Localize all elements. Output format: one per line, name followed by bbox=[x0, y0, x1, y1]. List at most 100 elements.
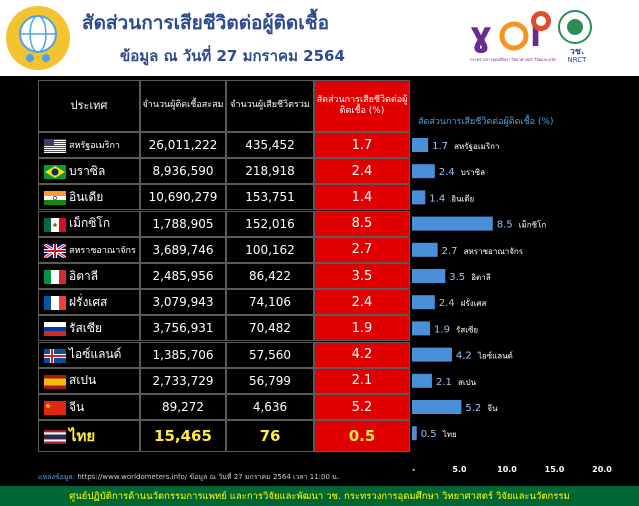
rate-cell: 0.5 bbox=[314, 420, 410, 453]
country-cell: บราซิล bbox=[38, 158, 140, 185]
country-cell: อิตาลี bbox=[38, 263, 140, 289]
table-row: สหราชอาณาจักร 3,689,746 100,162 2.7 bbox=[38, 236, 410, 263]
source-note: แหล่งข้อมูล: https://www.worldometers.in… bbox=[38, 472, 339, 483]
credit-text: ศูนย์ปฏิบัติการด้านนวัตกรรมการแพทย์ และก… bbox=[69, 490, 570, 502]
page-subtitle: ข้อมูล ณ วันที่ 27 มกราคม 2564 bbox=[120, 47, 345, 65]
page-title: สัดส่วนการเสียชีวิตต่อผู้ติดเชื้อ bbox=[82, 12, 330, 34]
cases-cell: 1,385,706 bbox=[140, 341, 226, 368]
deaths-cell: 153,751 bbox=[226, 184, 314, 211]
rate-cell: 8.5 bbox=[314, 210, 410, 237]
table-row: อินเดีย 10,690,279 153,751 1.4 bbox=[38, 184, 410, 211]
deaths-cell: 218,918 bbox=[226, 158, 314, 185]
country-name: อินเดีย bbox=[69, 189, 104, 204]
country-name: ไอซ์แลนด์ bbox=[69, 347, 122, 362]
cases-cell: 1,788,905 bbox=[140, 210, 226, 237]
cases-cell: 3,689,746 bbox=[140, 236, 226, 263]
table-row: ไอซ์แลนด์ 1,385,706 57,560 4.2 bbox=[38, 341, 410, 368]
russia-flag-icon bbox=[44, 322, 66, 337]
svg-text:I: I bbox=[530, 19, 541, 54]
header-rate: สัดส่วนการเสียชีวิตต่อผู้ติดเชื้อ (%) bbox=[314, 80, 410, 132]
spain-flag-icon bbox=[44, 374, 66, 389]
table-row: สเปน 2,733,729 56,799 2.1 bbox=[38, 367, 410, 394]
india-flag-icon bbox=[44, 191, 66, 206]
country-name: บราซิล bbox=[69, 163, 106, 178]
table-row: สหรัฐอเมริกา 26,011,222 435,452 1.7 bbox=[38, 132, 410, 158]
country-cell: สหรัฐอเมริกา bbox=[38, 132, 140, 158]
country-name: ฝรั่งเศส bbox=[69, 294, 108, 309]
france-flag-icon bbox=[44, 296, 66, 311]
rate-cell: 2.4 bbox=[314, 158, 410, 185]
table-header: ประเทศ จำนวนผู้ติดเชื้อสะสม จำนวนผู้เสีย… bbox=[38, 80, 410, 132]
rate-cell: 1.4 bbox=[314, 184, 410, 211]
table-row: อิตาลี 2,485,956 86,422 3.5 bbox=[38, 263, 410, 289]
globe-people-logo-icon bbox=[6, 6, 70, 70]
rate-cell: 1.9 bbox=[314, 315, 410, 342]
country-name: จีน bbox=[69, 399, 85, 414]
cases-cell: 15,465 bbox=[140, 420, 226, 453]
source-label: แหล่งข้อมูล: bbox=[38, 473, 76, 481]
deaths-cell: 435,452 bbox=[226, 132, 314, 158]
country-name: รัสเซีย bbox=[69, 320, 103, 335]
table-row: บราซิล 8,936,590 218,918 2.4 bbox=[38, 158, 410, 185]
country-name: เม็กซิโก bbox=[69, 216, 111, 231]
nrct-logo-icon bbox=[558, 10, 592, 44]
iceland-flag-icon bbox=[44, 348, 66, 363]
deaths-cell: 86,422 bbox=[226, 263, 314, 289]
credit-bar: ศูนย์ปฏิบัติการด้านนวัตกรรมการแพทย์ และก… bbox=[0, 486, 639, 506]
deaths-cell: 152,016 bbox=[226, 210, 314, 237]
nrct-logo-label: วช. bbox=[569, 47, 585, 57]
country-name: สเปน bbox=[69, 373, 97, 388]
header-cases: จำนวนผู้ติดเชื้อสะสม bbox=[140, 80, 226, 132]
deaths-cell: 74,106 bbox=[226, 289, 314, 316]
country-name: อิตาลี bbox=[69, 268, 99, 283]
us-flag-icon bbox=[44, 139, 66, 153]
svg-text:ɣ: ɣ bbox=[470, 15, 492, 55]
table-row: จีน 89,272 4,636 5.2 bbox=[38, 394, 410, 420]
deaths-cell: 56,799 bbox=[226, 367, 314, 394]
rate-cell: 4.2 bbox=[314, 341, 410, 368]
cases-cell: 26,011,222 bbox=[140, 132, 226, 158]
country-cell: เม็กซิโก bbox=[38, 210, 140, 237]
rate-cell: 2.4 bbox=[314, 289, 410, 316]
country-cell: รัสเซีย bbox=[38, 315, 140, 342]
country-name: สหราชอาณาจักร bbox=[69, 245, 136, 256]
country-name: สหรัฐอเมริกา bbox=[69, 141, 120, 151]
nrct-logo-sub: NRCT bbox=[567, 56, 587, 64]
ministry-logo-icon: ɣ I bbox=[470, 15, 541, 55]
cases-cell: 2,733,729 bbox=[140, 367, 226, 394]
deaths-cell: 70,482 bbox=[226, 315, 314, 342]
cases-cell: 2,485,956 bbox=[140, 263, 226, 289]
country-cell: สหราชอาณาจักร bbox=[38, 236, 140, 263]
ministry-logo-text: กระทรวงการอุดมศึกษา วิทยาศาสตร์ วิจัยและ… bbox=[470, 57, 556, 62]
country-cell: ไอซ์แลนด์ bbox=[38, 341, 140, 368]
cases-cell: 3,079,943 bbox=[140, 289, 226, 316]
thailand-flag-icon bbox=[44, 430, 66, 445]
header-deaths: จำนวนผู้เสียชีวิตรวม bbox=[226, 80, 314, 132]
deaths-cell: 4,636 bbox=[226, 394, 314, 420]
rate-cell: 1.7 bbox=[314, 132, 410, 158]
source-text: https://www.worldometers.info/ ข้อมูล ณ … bbox=[77, 473, 340, 481]
table-row: รัสเซีย 3,756,931 70,482 1.9 bbox=[38, 315, 410, 342]
rate-cell: 3.5 bbox=[314, 263, 410, 289]
rate-cell: 5.2 bbox=[314, 394, 410, 420]
china-flag-icon bbox=[44, 401, 66, 415]
brazil-flag-icon bbox=[44, 165, 66, 180]
mexico-flag-icon bbox=[44, 217, 66, 232]
italy-flag-icon bbox=[44, 270, 66, 284]
cases-cell: 10,690,279 bbox=[140, 184, 226, 211]
deaths-cell: 57,560 bbox=[226, 341, 314, 368]
country-cell: จีน bbox=[38, 394, 140, 420]
uk-flag-icon bbox=[43, 242, 67, 260]
country-name: ไทย bbox=[69, 427, 96, 446]
table-row: ฝรั่งเศส 3,079,943 74,106 2.4 bbox=[38, 289, 410, 316]
cases-cell: 89,272 bbox=[140, 394, 226, 420]
deaths-cell: 100,162 bbox=[226, 236, 314, 263]
deaths-cell: 76 bbox=[226, 420, 314, 453]
cases-cell: 3,756,931 bbox=[140, 315, 226, 342]
country-cell: สเปน bbox=[38, 367, 140, 394]
cases-cell: 8,936,590 bbox=[140, 158, 226, 185]
rate-cell: 2.1 bbox=[314, 367, 410, 394]
rate-cell: 2.7 bbox=[314, 236, 410, 263]
header: สัดส่วนการเสียชีวิตต่อผู้ติดเชื้อ ข้อมูล… bbox=[0, 0, 639, 76]
country-cell: ไทย bbox=[38, 420, 140, 453]
